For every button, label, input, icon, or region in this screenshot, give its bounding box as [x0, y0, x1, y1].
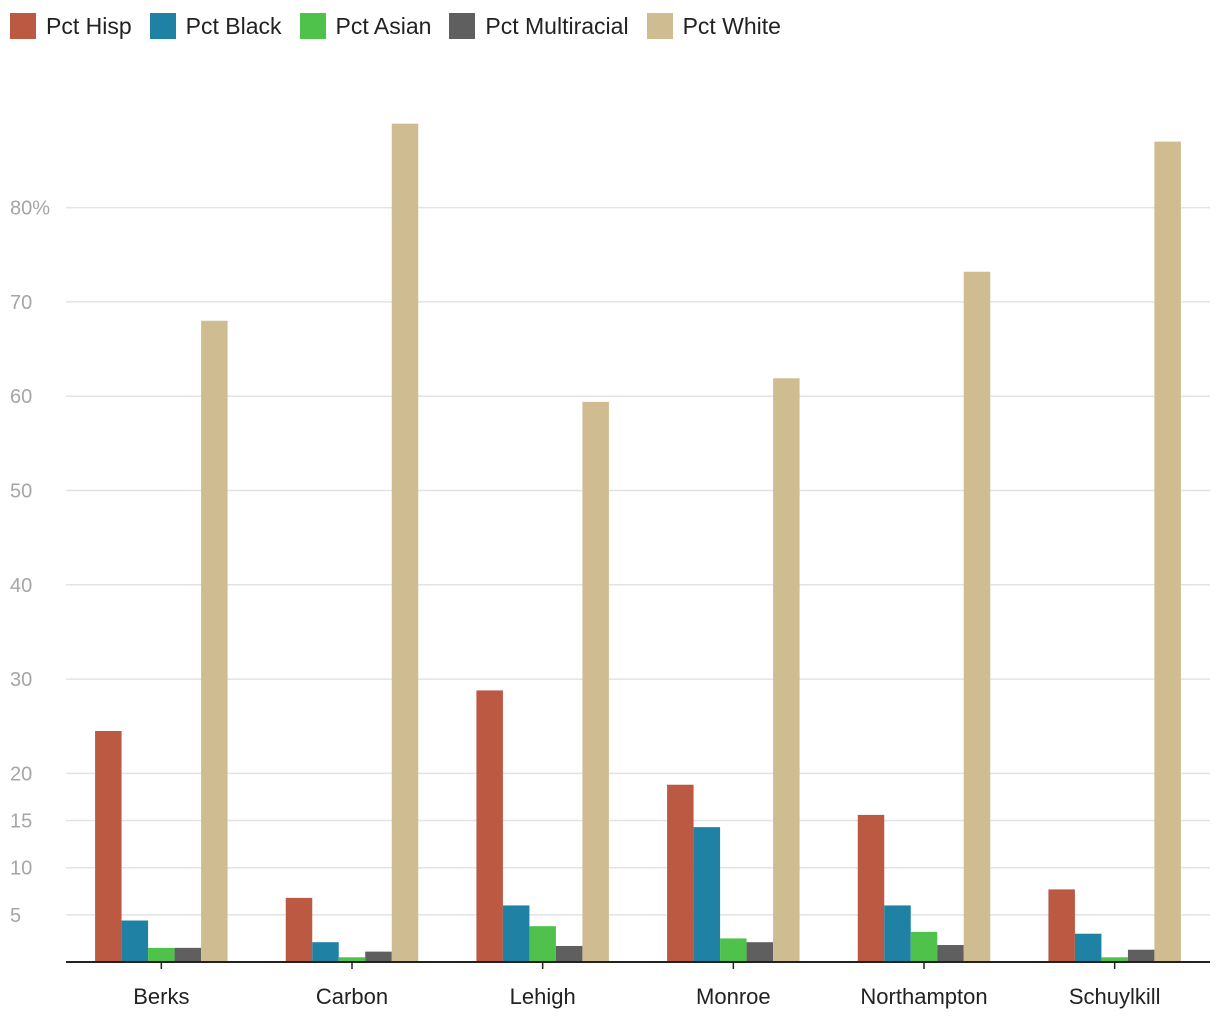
y-tick-label: 50: [10, 481, 32, 503]
bar: [884, 905, 911, 962]
y-tick-label: 15: [10, 811, 32, 833]
bar: [148, 947, 175, 962]
chart-legend: Pct Hisp Pct Black Pct Asian Pct Multiracia…: [10, 10, 799, 42]
bar: [720, 938, 747, 962]
bar: [365, 951, 392, 962]
bar: [963, 271, 991, 962]
bars: [95, 123, 1181, 963]
legend-swatch: [10, 13, 36, 39]
bar: [121, 920, 149, 962]
y-tick-label: 80%: [10, 198, 50, 220]
bar: [857, 814, 885, 962]
bar: [391, 123, 419, 963]
bar: [582, 401, 609, 962]
x-tick-label: Northampton: [860, 984, 987, 1009]
bar: [1048, 889, 1075, 962]
x-tick-label: Lehigh: [510, 984, 576, 1009]
x-axis: [66, 961, 1210, 969]
legend-swatch: [646, 13, 673, 39]
gridlines: [66, 206, 1210, 916]
x-tick-label: Schuylkill: [1069, 984, 1161, 1009]
legend-swatch: [149, 13, 176, 39]
bar: [285, 897, 313, 962]
bar: [555, 945, 583, 962]
x-tick-label: Carbon: [316, 984, 388, 1009]
legend-label: Pct Black: [185, 12, 282, 39]
bar: [1127, 949, 1155, 962]
legend-swatch: [449, 13, 476, 39]
bar: [937, 945, 964, 962]
bar: [1154, 141, 1181, 963]
bar: [667, 784, 694, 962]
x-tick-label: Berks: [133, 984, 189, 1009]
y-tick-label: 5: [10, 905, 21, 927]
y-tick-label: 20: [10, 763, 32, 785]
bar: [95, 730, 122, 962]
bar: [773, 378, 800, 963]
bar: [693, 827, 721, 962]
bar: [476, 690, 503, 962]
y-tick-label: 10: [10, 858, 32, 880]
legend-label: Pct Hisp: [46, 12, 132, 39]
y-tick-label: 70: [10, 292, 32, 314]
x-tick-label: Monroe: [696, 984, 771, 1009]
bar: [502, 905, 530, 962]
legend-swatch: [299, 13, 326, 39]
bar: [746, 942, 774, 962]
bar: [1101, 957, 1128, 962]
y-tick-label: 60: [10, 386, 32, 408]
y-tick-label: 30: [10, 669, 32, 691]
legend-item: Pct Asian: [299, 12, 432, 40]
legend-item: Pct Hisp: [10, 13, 132, 40]
legend-label: Pct White: [682, 12, 781, 39]
legend-item: Pct Multiracial: [449, 12, 629, 40]
y-tick-label: 40: [10, 575, 32, 597]
bar: [1074, 933, 1102, 962]
bar: [312, 942, 339, 962]
legend-label: Pct Asian: [335, 12, 432, 39]
legend-item: Pct Black: [149, 12, 282, 40]
legend-item: Pct White: [646, 12, 781, 40]
axis-labels: 5 10 15 20 30 40 50 60 70 80% Berks Carbon Lehigh Mon…: [10, 198, 1161, 1009]
bar: [529, 926, 556, 962]
legend-label: Pct Multiracial: [485, 12, 629, 39]
bar: [910, 931, 938, 962]
bar: [338, 957, 366, 962]
bar: [174, 947, 202, 962]
bar: [201, 320, 228, 962]
